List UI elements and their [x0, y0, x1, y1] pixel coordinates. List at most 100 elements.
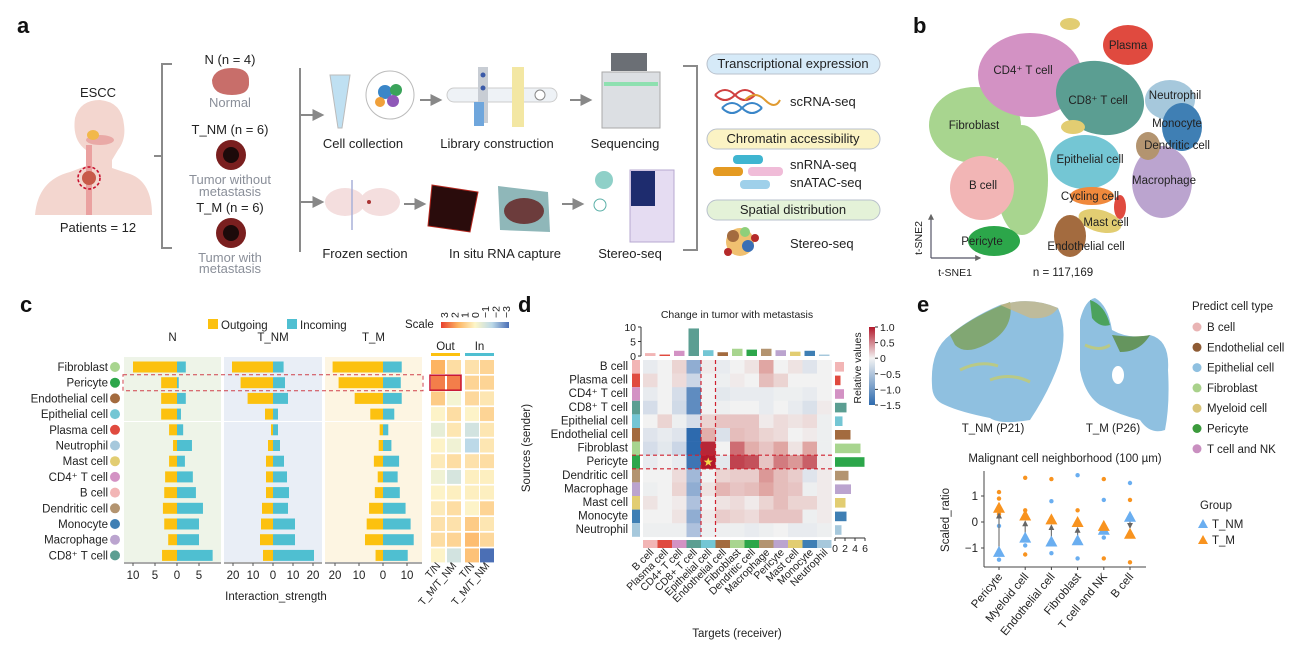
source-color-strip — [632, 428, 640, 442]
heatmap-cell — [773, 441, 789, 456]
incoming-bar — [383, 408, 395, 420]
heatmap-cell — [657, 523, 673, 538]
incoming-bar — [177, 534, 199, 546]
category-color-dot — [110, 377, 120, 388]
in-situ-capture-icon — [427, 184, 550, 233]
panel-label-e: e — [917, 292, 929, 317]
incoming-bar — [177, 361, 186, 373]
legend-label: Myeloid cell — [1207, 403, 1267, 415]
category-label: Macrophage — [44, 535, 108, 547]
facet-title: N — [168, 332, 176, 344]
outgoing-bar — [379, 424, 383, 436]
tsne-cluster — [1070, 187, 1114, 205]
step-in-situ-rna-capture: In situ RNA capture — [449, 246, 561, 261]
outgoing-bar — [370, 408, 383, 420]
heatmap-cell — [686, 373, 702, 388]
receiver-total-bar — [659, 354, 670, 356]
outgoing-bar — [133, 361, 177, 373]
d-colorbar-label: Relative values — [852, 332, 864, 403]
sample-point — [1101, 497, 1107, 503]
heatmap-cell — [480, 548, 494, 563]
heatmap-cell — [773, 373, 789, 388]
cell-count: n = 117,169 — [1033, 267, 1093, 279]
incoming-bar — [177, 549, 213, 561]
heatmap-cell — [657, 373, 673, 388]
heatmap-cell — [431, 422, 445, 437]
heatmap-cell — [672, 360, 687, 374]
tsne-cluster — [1054, 215, 1086, 257]
source-label: Fibroblast — [578, 443, 629, 455]
sender-total-bar — [835, 402, 847, 413]
heatmap-cell — [701, 482, 716, 497]
sample-point — [996, 557, 1002, 562]
outgoing-bar — [261, 518, 273, 530]
outgoing-bar — [161, 392, 177, 404]
heatmap-cell — [802, 414, 818, 429]
tsne-cluster — [950, 156, 1014, 220]
heatmap-cell — [744, 523, 760, 538]
panel-label-a: a — [17, 13, 30, 38]
heatmap-cell — [715, 373, 731, 388]
heatmap-cell — [672, 387, 687, 402]
legend-swatch-incoming — [287, 319, 297, 329]
panel-label-d: d — [518, 292, 531, 317]
outgoing-bar — [162, 549, 177, 561]
x-tick-label: 0 — [380, 570, 386, 582]
group-legend-title: Group — [1200, 500, 1232, 512]
heatmap-cell — [686, 400, 702, 415]
heatmap-cell — [686, 387, 702, 402]
sample-point — [1127, 480, 1133, 486]
heatmap-cell — [817, 468, 832, 483]
legend-dot — [1192, 403, 1202, 413]
outgoing-bar — [165, 471, 177, 483]
heatmap-cell — [447, 422, 461, 437]
d-x-axis-label: Targets (receiver) — [692, 628, 782, 640]
outgoing-bar — [332, 361, 383, 373]
legend-label: Fibroblast — [1207, 383, 1258, 395]
heatmap-cell — [431, 517, 445, 531]
heatmap-cell — [465, 469, 479, 484]
cluster-label: Neutrophil — [1149, 90, 1201, 102]
cluster-label: Monocyte — [1152, 118, 1202, 130]
heatmap-cell — [672, 428, 687, 442]
pill-spatial-distribution — [706, 199, 881, 221]
heatmap-cell — [431, 360, 445, 374]
heatmap-cell — [802, 482, 818, 497]
heatmap-cell — [431, 548, 445, 563]
pill-label: Spatial distribution — [740, 202, 846, 217]
facet-title: T_M — [362, 332, 385, 344]
heatmap-cell — [744, 400, 760, 415]
legend-label: B cell — [1207, 322, 1235, 334]
outgoing-bar — [161, 377, 177, 389]
sender-total-bar — [835, 416, 843, 426]
heatmap-cell — [759, 468, 774, 483]
heatmap-cell — [447, 469, 461, 484]
heatmap-cell — [730, 373, 745, 388]
colorbar-tick-label: 1.0 — [880, 322, 895, 334]
tsne-cluster — [996, 125, 1048, 235]
d-title: Change in tumor with metastasis — [661, 309, 813, 321]
outgoing-bar — [240, 377, 273, 389]
heatmap-cell — [773, 523, 789, 538]
tissue-map-tnm — [931, 301, 1064, 423]
scale-colorbar — [441, 322, 509, 328]
target-color-strip — [657, 540, 672, 548]
heatmap-cell — [431, 454, 445, 469]
target-color-strip — [715, 540, 730, 548]
outgoing-bar — [266, 487, 273, 499]
heatmap-cell — [643, 496, 658, 510]
tsne-cluster — [1060, 18, 1080, 30]
side-bar-tick-label: 6 — [862, 543, 868, 555]
method-scrna-seq: scRNA-seq — [790, 94, 856, 109]
method-stereo-seq: Stereo-seq — [790, 236, 854, 251]
sample-point — [1049, 476, 1054, 482]
heatmap-cell — [730, 455, 745, 470]
heatmap-cell — [759, 441, 774, 456]
heatmap-cell — [744, 468, 760, 483]
heatmap-cell — [480, 375, 494, 390]
outgoing-bar — [268, 440, 273, 451]
tsne-cluster — [968, 226, 1020, 256]
heatmap-cell — [701, 400, 716, 415]
